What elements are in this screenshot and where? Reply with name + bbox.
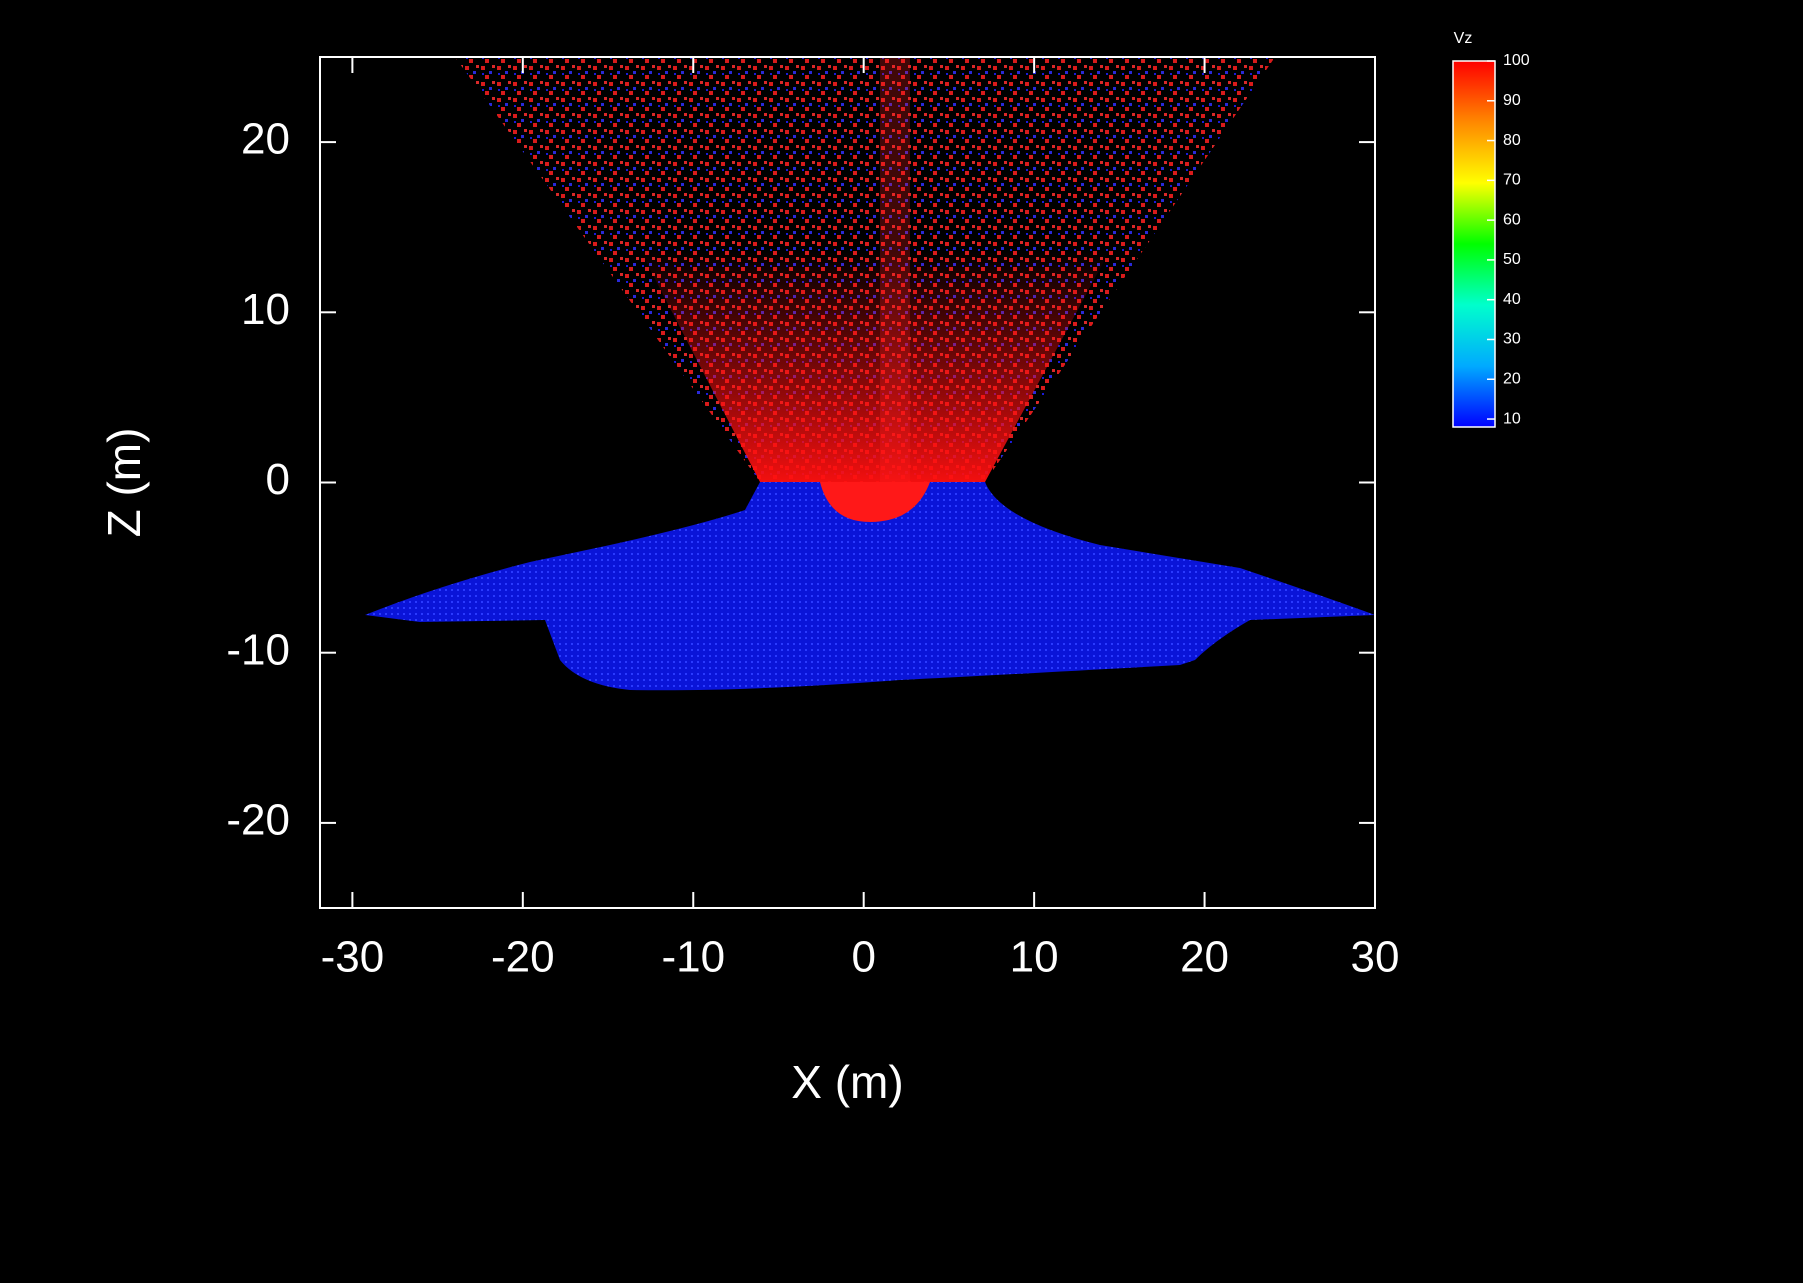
y-tick-label: 10 bbox=[241, 285, 290, 334]
colorbar-tick-label: 40 bbox=[1503, 291, 1521, 308]
y-tick-label: -20 bbox=[226, 796, 290, 845]
y-tick-label: -10 bbox=[226, 625, 290, 674]
colorbar-title: Vz bbox=[1454, 30, 1473, 47]
colorbar-tick-label: 90 bbox=[1503, 92, 1521, 109]
colorbar-tick-label: 30 bbox=[1503, 331, 1521, 348]
x-tick-label: -30 bbox=[321, 933, 385, 982]
colorbar-tick-label: 50 bbox=[1503, 251, 1521, 268]
x-tick-label: -20 bbox=[491, 933, 555, 982]
x-tick-label: 10 bbox=[1010, 933, 1059, 982]
particle-cloud bbox=[365, 57, 1375, 691]
y-tick-label: 20 bbox=[241, 115, 290, 164]
colorbar-tick-label: 70 bbox=[1503, 172, 1521, 189]
x-tick-label: 0 bbox=[851, 933, 875, 982]
y-axis-label: Z (m) bbox=[98, 428, 150, 538]
colorbar-tick-label: 10 bbox=[1503, 410, 1521, 427]
x-tick-label: 20 bbox=[1180, 933, 1229, 982]
colorbar-tick-label: 80 bbox=[1503, 132, 1521, 149]
colorbar-tick-label: 60 bbox=[1503, 211, 1521, 228]
x-tick-label: -10 bbox=[661, 933, 725, 982]
y-tick-label: 0 bbox=[266, 455, 290, 504]
x-tick-label: 30 bbox=[1351, 933, 1400, 982]
colorbar-tick-label: 100 bbox=[1503, 52, 1530, 69]
colorbar bbox=[1452, 60, 1496, 428]
x-axis-label: X (m) bbox=[791, 1056, 903, 1108]
colorbar-tick-label: 20 bbox=[1503, 370, 1521, 387]
